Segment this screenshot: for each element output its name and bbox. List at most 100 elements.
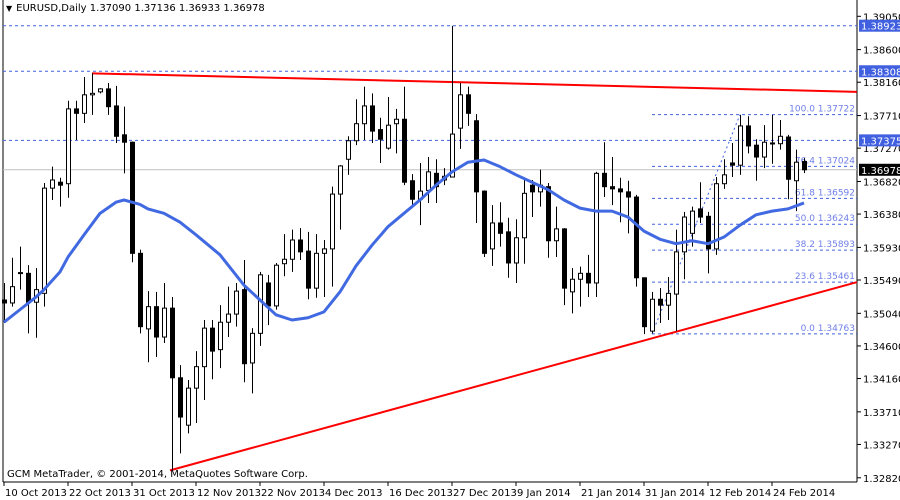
time-tick-label: 12 Nov 2013 (197, 488, 261, 499)
candle-bearish (498, 222, 503, 234)
candle-bullish (10, 286, 15, 304)
time-tick-label: 27 Dec 2013 (453, 488, 517, 499)
candle-bearish (626, 191, 631, 198)
candle-bullish (218, 321, 223, 351)
candle-bullish (202, 327, 207, 368)
fib-level-label: 61.8 1.36592 (795, 188, 855, 198)
level-price-label: 1.38308 (861, 67, 900, 78)
ohlc-close: 1.36978 (223, 3, 265, 14)
candle-bearish (178, 377, 183, 418)
candle-bearish (506, 231, 511, 264)
candle-bearish (546, 186, 551, 242)
candle-bearish (378, 129, 383, 140)
symbol-timeframe: EURUSD,Daily (16, 3, 87, 14)
candle-bearish (730, 162, 735, 166)
time-tick-label: 24 Feb 2014 (773, 488, 835, 499)
time-tick-label: 10 Oct 2013 (5, 488, 67, 499)
candle-bearish (370, 105, 375, 132)
candle-bullish (234, 290, 239, 315)
price-tick-label: 1.33710 (863, 408, 900, 419)
candle-bearish (474, 120, 479, 193)
fib-level-label: 23.6 1.35461 (795, 272, 855, 282)
time-tick-label: 16 Dec 2013 (389, 488, 453, 499)
candle-bullish (226, 313, 231, 323)
candle-bullish (554, 228, 559, 242)
candle-bearish (114, 105, 119, 137)
candle-bearish (482, 190, 487, 254)
triangle-down-icon[interactable]: ▼ (6, 4, 13, 13)
level-price-badge (859, 134, 900, 147)
candle-bearish (298, 239, 303, 253)
fib-level-label: 50.0 1.36243 (795, 214, 855, 224)
level-price-label: 1.37375 (861, 136, 900, 147)
candle-bullish (722, 174, 727, 185)
candle-bullish (98, 88, 103, 93)
price-tick-label: 1.35490 (863, 276, 900, 287)
candle-bullish (146, 306, 151, 330)
candle-bearish (746, 125, 751, 147)
candle-bearish (706, 215, 711, 250)
candle-bearish (2, 299, 7, 304)
candle-bullish (330, 193, 335, 250)
price-tick-label: 1.33270 (863, 440, 900, 451)
time-tick-label: 31 Oct 2013 (133, 488, 195, 499)
candle-bullish (162, 307, 167, 338)
candle-bearish (754, 144, 759, 158)
ohlc-high: 1.37136 (134, 3, 176, 14)
candle-bearish (786, 136, 791, 180)
candle-bearish (402, 118, 407, 183)
candle-bullish (682, 216, 687, 253)
price-tick-label: 1.37710 (863, 112, 900, 123)
time-tick-label: 9 Jan 2014 (517, 488, 571, 499)
candle-bullish (90, 92, 95, 96)
current-price-badge (859, 163, 900, 176)
candle-bullish (66, 108, 71, 185)
candle-bullish (490, 222, 495, 250)
price-tick-label: 1.38160 (863, 78, 900, 89)
time-tick-label: 22 Oct 2013 (69, 488, 131, 499)
candle-bullish (194, 366, 199, 389)
level-price-label: 1.38923 (861, 22, 900, 33)
candle-bullish (738, 125, 743, 166)
fib-level-label: 100.0 1.37722 (789, 105, 855, 115)
candle-bullish (338, 165, 343, 195)
candle-bullish (18, 272, 23, 275)
fib-level-label: 0.0 1.34763 (801, 324, 855, 334)
price-tick-label: 1.32820 (863, 474, 900, 485)
price-tick-label: 1.35930 (863, 243, 900, 254)
candle-bullish (714, 183, 719, 250)
candle-bullish (82, 94, 87, 114)
chart-header: ▼ EURUSD,Daily 1.37090 1.37136 1.36933 1.… (6, 3, 265, 14)
candle-bullish (570, 278, 575, 293)
candle-bullish (426, 171, 431, 191)
candle-bearish (154, 306, 159, 338)
candle-bearish (618, 188, 623, 193)
current-price-label: 1.36978 (861, 166, 900, 177)
candle-bullish (258, 274, 263, 334)
candle-bearish (610, 186, 615, 190)
candle-bullish (362, 105, 367, 125)
candle-bearish (530, 184, 535, 193)
candle-bullish (458, 94, 463, 129)
candle-bullish (522, 192, 527, 239)
copyright-text: GCM MetaTrader, © 2001-2014, MetaQuotes … (7, 469, 308, 480)
time-tick-label: 22 Nov 2013 (261, 488, 325, 499)
candle-bearish (266, 282, 271, 307)
candle-bullish (762, 141, 767, 158)
candle-bullish (770, 142, 775, 145)
time-tick-label: 4 Dec 2013 (325, 488, 383, 499)
time-tick-label: 12 Feb 2014 (709, 488, 771, 499)
price-tick-label: 1.38600 (863, 46, 900, 57)
price-tick-label: 1.37270 (863, 144, 900, 155)
ohlc-open: 1.37090 (89, 3, 132, 14)
resistance-trendline (91, 72, 857, 93)
candle-bullish (386, 124, 391, 149)
candle-bullish (650, 298, 655, 332)
time-tick-label: 31 Jan 2014 (645, 488, 705, 499)
candle-bullish (250, 332, 255, 364)
candle-bullish (674, 251, 679, 295)
candle-bullish (186, 387, 191, 426)
candle-bearish (170, 307, 175, 379)
candle-bearish (698, 208, 703, 218)
